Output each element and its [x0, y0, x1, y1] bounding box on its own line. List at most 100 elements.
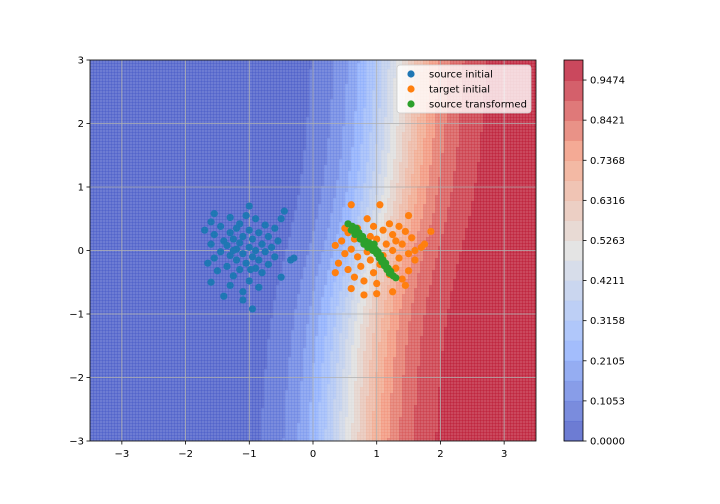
contour-cell	[348, 144, 352, 148]
contour-cell	[156, 144, 160, 148]
contour-cell	[141, 84, 145, 88]
contour-cell	[177, 66, 181, 70]
contour-cell	[144, 96, 148, 100]
contour-cell	[393, 108, 397, 112]
contour-cell	[237, 81, 241, 85]
contour-cell	[369, 132, 373, 136]
contour-cell	[159, 114, 163, 118]
contour-cell	[339, 156, 343, 160]
contour-cell	[231, 120, 235, 124]
contour-cell	[393, 129, 397, 133]
contour-cell	[429, 117, 433, 121]
contour-cell	[201, 108, 205, 112]
contour-cell	[234, 111, 238, 115]
contour-cell	[243, 81, 247, 85]
contour-cell	[195, 60, 199, 64]
contour-cell	[495, 114, 499, 118]
contour-cell	[303, 78, 307, 82]
contour-cell	[99, 66, 103, 70]
contour-cell	[90, 78, 94, 82]
contour-cell	[237, 84, 241, 88]
contour-cell	[351, 111, 355, 115]
contour-cell	[189, 81, 193, 85]
contour-cell	[96, 150, 100, 154]
contour-cell	[408, 117, 412, 121]
contour-cell	[273, 129, 277, 133]
contour-cell	[399, 114, 403, 118]
contour-cell	[189, 132, 193, 136]
contour-cell	[99, 102, 103, 106]
contour-cell	[402, 120, 406, 124]
contour-cell	[339, 72, 343, 76]
contour-cell	[192, 63, 196, 67]
contour-cell	[258, 117, 262, 121]
contour-cell	[351, 72, 355, 76]
contour-cell	[477, 147, 481, 151]
contour-cell	[312, 75, 316, 79]
contour-cell	[345, 120, 349, 124]
contour-cell	[243, 60, 247, 64]
contour-cell	[342, 75, 346, 79]
contour-cell	[201, 129, 205, 133]
contour-cell	[129, 153, 133, 157]
contour-cell	[291, 141, 295, 145]
contour-cell	[342, 132, 346, 136]
contour-cell	[387, 126, 391, 130]
contour-cell	[189, 129, 193, 133]
contour-cell	[273, 99, 277, 103]
contour-cell	[234, 81, 238, 85]
contour-cell	[381, 138, 385, 142]
contour-cell	[525, 150, 529, 154]
contour-cell	[282, 132, 286, 136]
contour-cell	[168, 66, 172, 70]
contour-cell	[372, 81, 376, 85]
contour-cell	[366, 99, 370, 103]
contour-cell	[117, 150, 121, 154]
contour-cell	[207, 87, 211, 91]
contour-cell	[279, 141, 283, 145]
contour-cell	[270, 69, 274, 73]
contour-cell	[300, 120, 304, 124]
contour-cell	[327, 60, 331, 64]
contour-cell	[399, 120, 403, 124]
contour-cell	[243, 111, 247, 115]
contour-cell	[237, 135, 241, 139]
contour-cell	[210, 78, 214, 82]
contour-cell	[312, 126, 316, 130]
contour-cell	[117, 84, 121, 88]
contour-cell	[219, 120, 223, 124]
contour-cell	[96, 126, 100, 130]
contour-cell	[219, 72, 223, 76]
contour-cell	[360, 75, 364, 79]
contour-cell	[180, 147, 184, 151]
contour-cell	[282, 144, 286, 148]
contour-cell	[147, 138, 151, 142]
contour-cell	[330, 78, 334, 82]
contour-cell	[126, 117, 130, 121]
contour-cell	[207, 69, 211, 73]
contour-cell	[90, 129, 94, 133]
contour-cell	[213, 78, 217, 82]
contour-cell	[195, 135, 199, 139]
contour-cell	[429, 135, 433, 139]
contour-cell	[168, 99, 172, 103]
contour-cell	[123, 84, 127, 88]
contour-cell	[414, 132, 418, 136]
contour-cell	[138, 90, 142, 94]
contour-cell	[192, 72, 196, 76]
contour-cell	[162, 108, 166, 112]
contour-cell	[105, 69, 109, 73]
contour-cell	[288, 159, 292, 163]
contour-cell	[162, 75, 166, 79]
contour-cell	[333, 126, 337, 130]
contour-cell	[282, 150, 286, 154]
contour-cell	[267, 84, 271, 88]
contour-cell	[219, 111, 223, 115]
contour-cell	[165, 135, 169, 139]
contour-cell	[459, 132, 463, 136]
contour-cell	[468, 129, 472, 133]
contour-cell	[168, 81, 172, 85]
contour-cell	[315, 93, 319, 97]
contour-cell	[393, 96, 397, 100]
contour-cell	[177, 108, 181, 112]
